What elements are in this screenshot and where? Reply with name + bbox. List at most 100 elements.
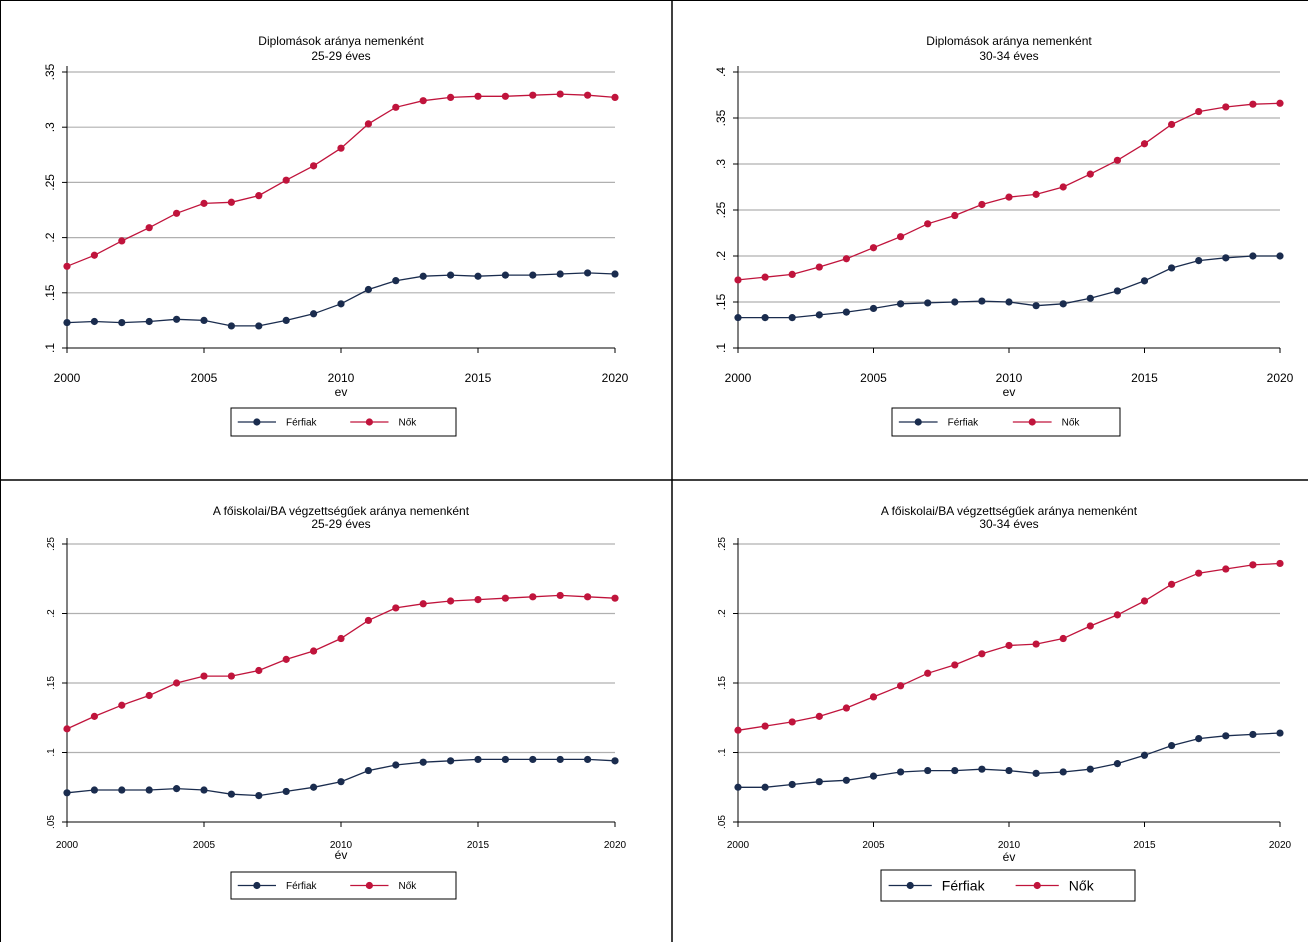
- data-point-ferfiak: [611, 757, 619, 765]
- x-tick-label: 2005: [860, 371, 887, 385]
- data-point-nok: [1222, 103, 1230, 111]
- chart-panel-4: A főiskolai/BA végzettségűek aránya neme…: [717, 504, 1292, 902]
- data-point-ferfiak: [364, 766, 372, 775]
- y-tick-label: .1: [46, 748, 57, 757]
- legend-label-ferfiak: Férfiak: [286, 418, 318, 429]
- legend-label-ferfiak: Férfiak: [286, 881, 318, 892]
- data-point-nok: [447, 597, 455, 605]
- data-point-ferfiak: [815, 311, 823, 319]
- x-tick-label: 2010: [330, 840, 353, 851]
- data-point-nok: [1059, 183, 1067, 191]
- x-axis-label: év: [1003, 850, 1016, 864]
- chart-title: A főiskolai/BA végzettségűek aránya neme…: [213, 504, 470, 518]
- data-point-ferfiak: [611, 270, 619, 278]
- y-tick-label: .2: [46, 609, 57, 618]
- legend-label-nok: Nők: [1069, 878, 1095, 894]
- data-point-ferfiak: [1168, 264, 1176, 272]
- data-point-ferfiak: [392, 761, 400, 769]
- data-point-ferfiak: [761, 783, 769, 791]
- data-point-nok: [897, 682, 905, 690]
- data-point-nok: [337, 634, 345, 643]
- x-tick-label: 2015: [1133, 840, 1156, 851]
- x-tick-label: 2015: [1131, 371, 1158, 385]
- x-tick-label: 2000: [725, 371, 752, 385]
- data-point-nok: [924, 220, 932, 228]
- series-line-nok: [66, 93, 616, 267]
- data-point-nok: [951, 211, 959, 220]
- x-axis-label: ev: [335, 385, 348, 399]
- data-point-ferfiak: [556, 270, 564, 278]
- x-tick-label: 2005: [862, 840, 885, 851]
- data-point-ferfiak: [1005, 766, 1013, 775]
- data-point-ferfiak: [1032, 769, 1040, 777]
- data-point-nok: [282, 176, 290, 184]
- data-point-nok: [474, 92, 482, 100]
- chart-title: Diplomások aránya nemenként: [258, 34, 424, 48]
- y-tick-label: .3: [714, 159, 728, 169]
- data-point-nok: [200, 199, 208, 207]
- data-point-nok: [1276, 99, 1284, 107]
- y-tick-label: .2: [714, 251, 728, 261]
- data-point-nok: [1005, 193, 1013, 201]
- data-point-ferfiak: [1276, 729, 1284, 737]
- data-point-ferfiak: [1140, 277, 1149, 285]
- data-point-nok: [501, 594, 509, 602]
- data-point-ferfiak: [1032, 302, 1040, 310]
- data-point-ferfiak: [951, 766, 959, 775]
- chart-panel-3: A főiskolai/BA végzettségűek aránya neme…: [46, 504, 627, 900]
- chart-subtitle: 25-29 éves: [311, 49, 370, 63]
- data-point-nok: [63, 725, 71, 733]
- data-point-nok: [392, 103, 400, 111]
- data-point-ferfiak: [227, 322, 235, 330]
- chart-title: Diplomások aránya nemenként: [926, 34, 1092, 48]
- data-point-nok: [1249, 100, 1257, 108]
- data-point-nok: [869, 244, 878, 252]
- y-tick-label: .35: [714, 109, 728, 126]
- data-point-ferfiak: [842, 308, 850, 316]
- data-point-nok: [173, 679, 181, 687]
- data-point-ferfiak: [1086, 765, 1094, 773]
- data-point-ferfiak: [90, 786, 98, 794]
- data-point-ferfiak: [842, 776, 850, 784]
- y-tick-label: .25: [43, 174, 57, 191]
- data-point-ferfiak: [63, 319, 71, 327]
- data-point-ferfiak: [1222, 732, 1230, 740]
- data-point-ferfiak: [584, 269, 592, 277]
- data-point-ferfiak: [282, 316, 290, 324]
- data-point-ferfiak: [337, 300, 345, 308]
- data-point-nok: [90, 251, 98, 259]
- series-line-nok: [737, 102, 1281, 281]
- y-tick-label: .1: [714, 343, 728, 353]
- data-point-ferfiak: [584, 755, 592, 764]
- data-point-ferfiak: [447, 757, 455, 765]
- legend-marker-ferfiak: [253, 418, 261, 426]
- x-tick-label: 2010: [996, 371, 1023, 385]
- data-point-ferfiak: [200, 316, 208, 324]
- x-tick-label: 2020: [1269, 840, 1292, 851]
- x-tick-label: 2015: [465, 371, 492, 385]
- x-tick-label: 2000: [56, 840, 79, 851]
- data-point-ferfiak: [90, 317, 98, 326]
- data-point-ferfiak: [815, 778, 823, 786]
- data-point-ferfiak: [529, 755, 537, 764]
- data-point-nok: [951, 661, 959, 669]
- data-point-ferfiak: [761, 314, 769, 322]
- data-point-ferfiak: [501, 271, 509, 279]
- data-point-nok: [255, 666, 263, 675]
- x-tick-label: 2000: [54, 371, 81, 385]
- data-point-nok: [1113, 156, 1121, 164]
- data-point-ferfiak: [978, 765, 986, 773]
- data-point-ferfiak: [1195, 257, 1203, 265]
- data-point-nok: [842, 704, 850, 712]
- data-point-nok: [90, 712, 98, 720]
- legend-label-nok: Nők: [399, 881, 418, 892]
- data-point-ferfiak: [1168, 741, 1176, 750]
- data-point-nok: [1168, 580, 1176, 588]
- data-point-nok: [419, 97, 427, 105]
- data-point-ferfiak: [1005, 298, 1013, 306]
- x-axis-label: év: [335, 848, 348, 862]
- series-line-nok: [66, 594, 616, 730]
